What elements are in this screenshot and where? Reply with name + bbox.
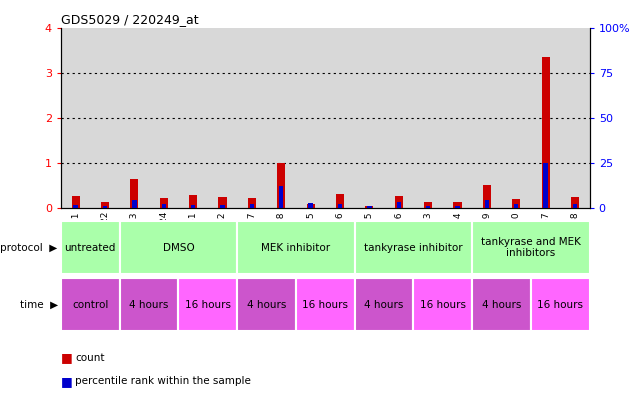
Text: ■: ■ xyxy=(61,351,72,364)
Bar xyxy=(485,200,489,208)
Bar xyxy=(160,198,168,208)
Text: untreated: untreated xyxy=(65,242,116,253)
Bar xyxy=(544,163,548,208)
Text: 16 hours: 16 hours xyxy=(537,299,583,310)
Text: MEK inhibitor: MEK inhibitor xyxy=(262,242,331,253)
Text: tankyrase inhibitor: tankyrase inhibitor xyxy=(364,242,463,253)
Bar xyxy=(90,28,120,208)
Bar xyxy=(208,28,237,208)
Bar xyxy=(219,197,226,208)
Bar xyxy=(296,278,354,331)
Bar xyxy=(120,221,237,274)
Bar xyxy=(424,202,432,208)
Bar xyxy=(130,179,138,208)
Text: protocol  ▶: protocol ▶ xyxy=(1,242,58,253)
Bar xyxy=(178,28,208,208)
Bar xyxy=(120,278,178,331)
Text: 4 hours: 4 hours xyxy=(129,299,169,310)
Text: GDS5029 / 220249_at: GDS5029 / 220249_at xyxy=(61,13,199,26)
Bar xyxy=(326,28,354,208)
Bar xyxy=(354,28,384,208)
Text: DMSO: DMSO xyxy=(163,242,194,253)
Text: 4 hours: 4 hours xyxy=(247,299,287,310)
Bar xyxy=(413,278,472,331)
Bar xyxy=(455,206,460,208)
Text: 16 hours: 16 hours xyxy=(185,299,231,310)
Bar xyxy=(277,163,285,208)
Bar xyxy=(542,57,550,208)
Bar xyxy=(72,196,79,208)
Bar xyxy=(336,194,344,208)
Bar xyxy=(149,28,178,208)
Text: percentile rank within the sample: percentile rank within the sample xyxy=(75,376,251,386)
Bar xyxy=(472,278,531,331)
Bar xyxy=(73,205,78,208)
Bar xyxy=(354,278,413,331)
Bar xyxy=(483,185,491,208)
Bar xyxy=(249,204,254,208)
Bar xyxy=(296,28,326,208)
Text: 16 hours: 16 hours xyxy=(420,299,466,310)
Bar xyxy=(443,28,472,208)
Bar xyxy=(395,196,403,208)
Bar xyxy=(221,205,225,208)
Bar xyxy=(472,221,590,274)
Text: tankyrase and MEK
inhibitors: tankyrase and MEK inhibitors xyxy=(481,237,581,258)
Bar xyxy=(248,198,256,208)
Bar xyxy=(384,28,413,208)
Text: count: count xyxy=(75,353,104,363)
Bar xyxy=(132,200,137,208)
Bar xyxy=(338,204,342,208)
Bar xyxy=(178,278,237,331)
Bar xyxy=(237,221,354,274)
Bar xyxy=(101,202,109,208)
Bar xyxy=(279,185,283,208)
Bar xyxy=(472,28,501,208)
Text: 16 hours: 16 hours xyxy=(303,299,348,310)
Bar xyxy=(308,203,313,208)
Bar xyxy=(367,206,372,208)
Bar xyxy=(426,206,430,208)
Bar xyxy=(413,28,443,208)
Bar xyxy=(162,204,166,208)
Bar xyxy=(531,278,590,331)
Bar xyxy=(189,195,197,208)
Bar xyxy=(365,206,374,208)
Bar xyxy=(120,28,149,208)
Bar xyxy=(61,221,120,274)
Bar xyxy=(306,204,315,208)
Bar xyxy=(453,202,462,208)
Text: time  ▶: time ▶ xyxy=(20,299,58,310)
Bar xyxy=(560,28,590,208)
Bar xyxy=(573,204,578,208)
Bar xyxy=(267,28,296,208)
Text: 4 hours: 4 hours xyxy=(364,299,404,310)
Bar xyxy=(514,204,519,208)
Bar xyxy=(61,278,120,331)
Bar xyxy=(512,199,520,208)
Bar xyxy=(103,206,107,208)
Bar xyxy=(571,197,579,208)
Bar xyxy=(354,221,472,274)
Bar xyxy=(397,202,401,208)
Text: control: control xyxy=(72,299,108,310)
Bar xyxy=(531,28,560,208)
Bar xyxy=(501,28,531,208)
Bar xyxy=(61,28,90,208)
Bar xyxy=(237,278,296,331)
Bar xyxy=(191,205,196,208)
Bar xyxy=(237,28,267,208)
Text: 4 hours: 4 hours xyxy=(482,299,521,310)
Text: ■: ■ xyxy=(61,375,72,388)
